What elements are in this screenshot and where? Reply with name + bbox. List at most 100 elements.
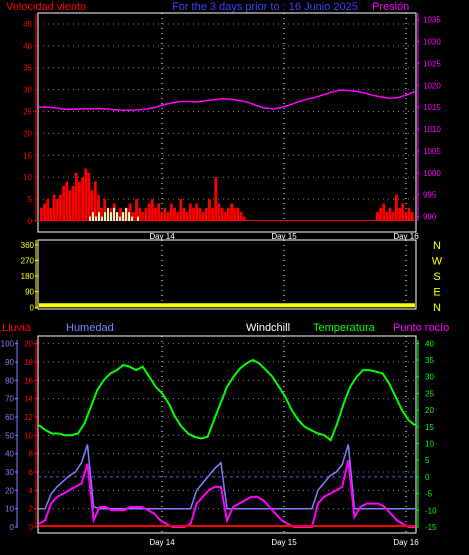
legend-temperature: Temperatura (313, 322, 376, 334)
day-tick-label: Day 14 (149, 538, 175, 547)
wind-gust-bar (104, 212, 106, 221)
wind-speed-bar (93, 181, 97, 221)
legend-windchill: Windchill (246, 322, 290, 334)
bottom-day-labels: Day 14 Day 15 Day 16 (149, 538, 419, 547)
rain-axis-label: 12 (24, 413, 33, 422)
wind-speed-bar (135, 199, 138, 221)
day-tick-label: Day 16 (393, 232, 419, 241)
wind-speed-bar (201, 212, 205, 221)
day-tick-label: Day 14 (149, 232, 175, 241)
rain-axis-label: 4 (29, 486, 34, 495)
wind-speed-bar (166, 212, 170, 221)
wind-speed-bar (103, 199, 107, 221)
wind-speed-bar (410, 212, 414, 221)
wind-gust-bar (110, 212, 112, 221)
rain-axis-label: 20 (24, 340, 33, 349)
temperature-axis-label: -10 (425, 506, 437, 515)
wind-speed-bar (217, 203, 221, 221)
humidity-axis-label: 30 (5, 468, 14, 477)
wind-speed-bar (173, 207, 176, 221)
wind-speed-bar (71, 186, 75, 221)
pressure-axis-label: 1025 (423, 59, 441, 68)
legend-dewpoint: Punto rocío (393, 322, 449, 334)
wind-speed-bar (204, 207, 208, 221)
wind-speed-bar (227, 207, 230, 221)
wind-speed-bar (407, 207, 411, 221)
humidity-axis: 0 10 20 30 40 50 60 70 80 90 100 (1, 340, 18, 532)
wind-speed-bar (138, 207, 142, 221)
humidity-axis-label: 80 (5, 376, 14, 385)
pressure-axis-label: 1010 (423, 125, 441, 134)
wind-speed-bar (192, 207, 195, 221)
wind-gust-bar (119, 216, 121, 221)
wind-gust-bar (107, 207, 109, 221)
wind-axis-label: 0 (28, 217, 33, 226)
dewpoint-series-line (38, 459, 415, 528)
wind-speed-axis: 0 5 10 15 20 25 30 35 40 45 (23, 13, 38, 226)
wind-speed-bar (52, 194, 56, 221)
wind-speed-bar (49, 207, 53, 221)
top-panel-grid (38, 13, 416, 221)
wind-speed-bar (379, 207, 382, 221)
wind-speed-bar (65, 181, 69, 221)
pressure-axis: 990 995 1000 1005 1010 1015 1020 1025 1030 1035 (416, 13, 441, 222)
wind-axis-label: 35 (23, 64, 32, 73)
humidity-axis-label: 50 (5, 431, 14, 440)
compass-label: N (433, 240, 441, 252)
temperature-series-line (38, 358, 416, 442)
wind-speed-bar (233, 207, 237, 221)
temperature-axis-label: 15 (425, 423, 434, 432)
wind-speed-bar (376, 212, 379, 221)
temperature-axis: -15 -10 -5 0 5 10 15 20 25 30 35 40 (416, 339, 437, 532)
wind-speed-bar (242, 216, 246, 221)
direction-axis-label: 0 (30, 303, 35, 312)
wind-speed-bar (87, 172, 91, 221)
rain-axis-label: 6 (29, 468, 34, 477)
wind-speed-bar (185, 212, 189, 221)
wind-speed-bar (176, 212, 180, 221)
wind-speed-bar (189, 203, 192, 221)
temperature-axis-label: 30 (425, 373, 434, 382)
wind-speed-bar (404, 212, 408, 221)
day-tick-label: Day 15 (271, 538, 297, 547)
rain-axis-label: 0 (29, 523, 34, 532)
wind-speed-bar (43, 203, 46, 221)
wind-speed-bar (147, 203, 151, 221)
wind-speed-bar (169, 203, 173, 221)
pressure-axis-label: 1035 (423, 16, 441, 25)
direction-axis-label: 180 (21, 272, 35, 281)
rain-axis-label: 8 (29, 450, 34, 459)
wind-speed-bar (119, 207, 122, 221)
wind-speed-bar (211, 207, 214, 221)
temperature-axis-label: 0 (425, 473, 430, 482)
wind-speed-bar (182, 207, 186, 221)
rain-axis-label: 10 (24, 431, 33, 440)
compass-label: S (433, 271, 440, 283)
wind-axis-label: 45 (23, 20, 32, 29)
temperature-axis-label: 35 (425, 356, 434, 365)
temperature-axis-label: 5 (425, 456, 430, 465)
wind-speed-bar (46, 199, 50, 221)
temperature-axis-label: 10 (425, 440, 434, 449)
wind-speed-bar (141, 212, 145, 221)
top-day-labels: Day 14 Day 15 Day 16 (149, 232, 419, 241)
direction-axis: 0 90 180 270 360 (21, 240, 38, 312)
wind-gust-bar (92, 212, 94, 221)
wind-speed-bar (157, 203, 161, 221)
wind-speed-bar (398, 207, 401, 221)
temperature-axis-label: 40 (425, 339, 434, 348)
compass-label: W (432, 256, 443, 268)
wind-speed-bar (382, 203, 386, 221)
legend-rain: Lluvia (2, 322, 32, 334)
wind-speed-bar (179, 199, 183, 221)
direction-axis-label: 90 (25, 288, 34, 297)
humidity-axis-label: 20 (5, 486, 14, 495)
rain-axis-label: 14 (24, 395, 33, 404)
day-tick-label: Day 16 (393, 538, 419, 547)
wind-speed-bar (55, 199, 59, 221)
wind-speed-bar (62, 186, 65, 221)
wind-speed-bar (195, 203, 199, 221)
wind-speed-bar (68, 190, 72, 221)
